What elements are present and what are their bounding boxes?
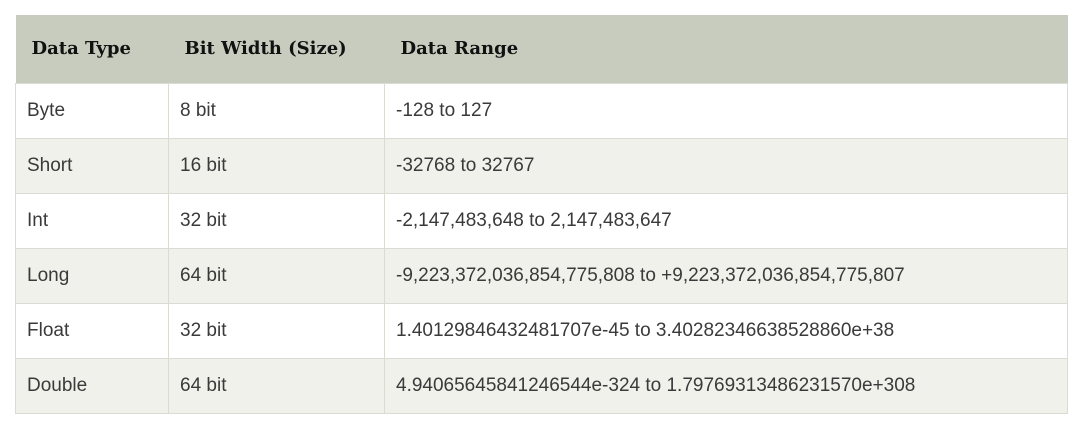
header-data-range: Data Range — [400, 38, 519, 60]
data-types-table: Data Type Bit Width (Size) Data Range By… — [15, 15, 1068, 414]
cell-data-range: -128 to 127 — [384, 82, 1068, 139]
cell-data-type: Long — [15, 247, 169, 304]
cell-bit-width: 64 bit — [168, 357, 385, 414]
cell-data-type: Double — [15, 357, 169, 414]
cell-data-range: -9,223,372,036,854,775,808 to +9,223,372… — [384, 247, 1068, 304]
header-bit-width: Bit Width (Size) — [184, 38, 347, 60]
table-row: Int 32 bit -2,147,483,648 to 2,147,483,6… — [15, 192, 1068, 249]
cell-bit-width: 64 bit — [168, 247, 385, 304]
cell-data-range: -2,147,483,648 to 2,147,483,647 — [384, 192, 1068, 249]
cell-bit-width: 8 bit — [168, 82, 385, 139]
table-row: Short 16 bit -32768 to 32767 — [15, 137, 1068, 194]
cell-bit-width: 16 bit — [168, 137, 385, 194]
cell-data-range: -32768 to 32767 — [384, 137, 1068, 194]
table-row: Byte 8 bit -128 to 127 — [15, 82, 1068, 139]
cell-data-range: 1.40129846432481707e-45 to 3.40282346638… — [384, 302, 1068, 359]
table-row: Long 64 bit -9,223,372,036,854,775,808 t… — [15, 247, 1068, 304]
data-types-table-container: Data Type Bit Width (Size) Data Range By… — [15, 15, 1068, 414]
table-row: Double 64 bit 4.94065645841246544e-324 t… — [15, 357, 1068, 414]
table-body: Byte 8 bit -128 to 127 Short 16 bit -327… — [15, 82, 1068, 414]
cell-bit-width: 32 bit — [168, 192, 385, 249]
header-data-type: Data Type — [31, 38, 131, 60]
cell-data-type: Byte — [15, 82, 169, 139]
cell-data-type: Float — [15, 302, 169, 359]
table-header: Data Type Bit Width (Size) Data Range — [15, 15, 1068, 83]
cell-data-range: 4.94065645841246544e-324 to 1.7976931348… — [384, 357, 1068, 414]
header-row: Data Type Bit Width (Size) Data Range — [15, 15, 1068, 83]
cell-data-type: Int — [15, 192, 169, 249]
cell-data-type: Short — [15, 137, 169, 194]
cell-bit-width: 32 bit — [168, 302, 385, 359]
table-row: Float 32 bit 1.40129846432481707e-45 to … — [15, 302, 1068, 359]
